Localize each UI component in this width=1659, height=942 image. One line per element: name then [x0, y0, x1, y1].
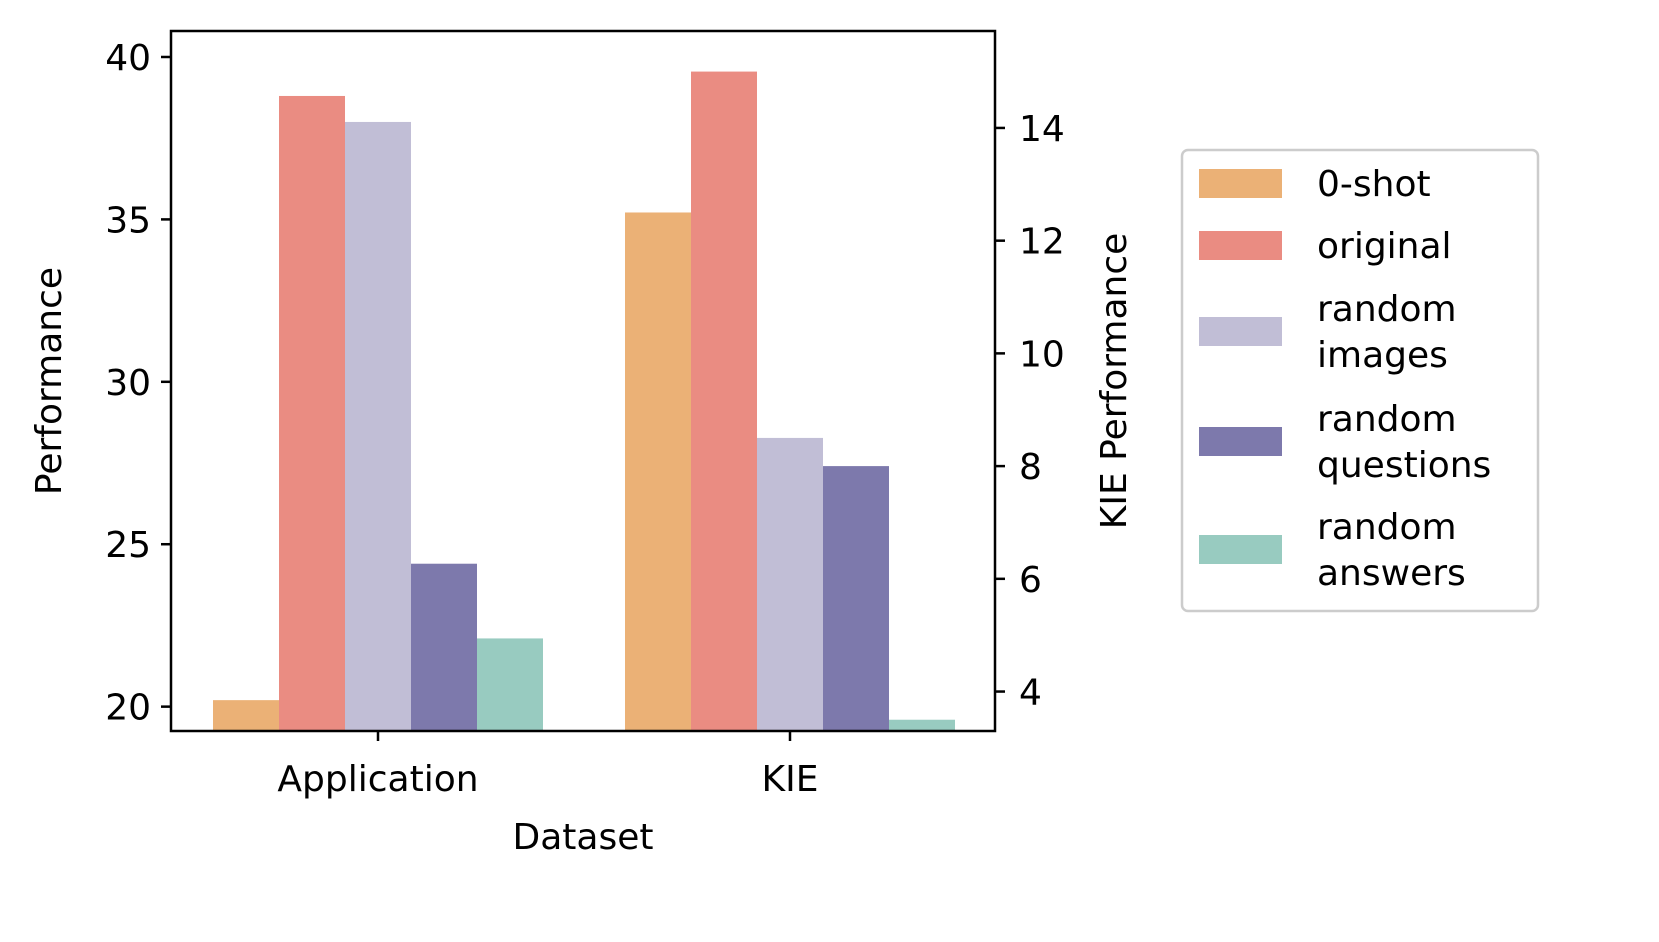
legend-label: questions [1317, 445, 1491, 486]
legend-label: random [1317, 507, 1457, 548]
legend-label: images [1317, 335, 1448, 376]
right-y-tick-label: 8 [1019, 447, 1042, 488]
bar-application-random-answers [477, 638, 543, 731]
bar-application-random-images [345, 121, 411, 731]
legend-label: answers [1317, 553, 1466, 594]
bar-kie-random-answers [889, 719, 955, 731]
bar-kie-0-shot [625, 212, 691, 732]
legend-swatch [1199, 535, 1282, 564]
bar-kie-original [691, 71, 757, 731]
bar-application-0-shot [213, 700, 279, 731]
right-y-axis: 4 6 8 10 12 14 [995, 109, 1065, 714]
legend-swatch [1199, 427, 1282, 456]
bar-kie-random-questions [823, 466, 889, 731]
right-y-tick-label: 4 [1019, 673, 1042, 714]
legend-swatch [1199, 231, 1282, 260]
legend-label: original [1317, 226, 1452, 267]
right-y-tick-label: 14 [1019, 109, 1065, 150]
bar-application-random-questions [411, 563, 477, 731]
legend-label: random [1317, 399, 1457, 440]
bar-kie-random-images [757, 437, 823, 731]
x-axis: Application KIE [277, 731, 818, 800]
right-y-tick-label: 6 [1019, 560, 1042, 601]
left-y-tick-label: 40 [105, 38, 151, 79]
y-axis-label: Performance [29, 267, 70, 495]
right-y-tick-label: 10 [1019, 334, 1065, 375]
y2-axis-label: KIE Performance [1094, 233, 1135, 530]
bars-group [213, 71, 955, 732]
legend-label: 0-shot [1317, 164, 1431, 205]
x-tick-label: KIE [762, 759, 819, 800]
left-y-tick-label: 20 [105, 688, 151, 729]
legend-swatch [1199, 317, 1282, 346]
legend-frame [1180, 148, 1540, 613]
left-y-tick-label: 30 [105, 363, 151, 404]
bar-application-original [279, 95, 345, 731]
legend-swatch [1199, 169, 1282, 198]
left-y-tick-label: 35 [105, 200, 151, 241]
legend: 0-shot original random images random question… [1180, 148, 1540, 613]
left-y-axis: 20 25 30 35 40 [105, 38, 171, 729]
x-axis-label: Dataset [513, 817, 654, 858]
x-tick-label: Application [277, 759, 478, 800]
left-y-tick-label: 25 [105, 525, 151, 566]
legend-label: random [1317, 289, 1457, 330]
right-y-tick-label: 12 [1019, 222, 1065, 263]
